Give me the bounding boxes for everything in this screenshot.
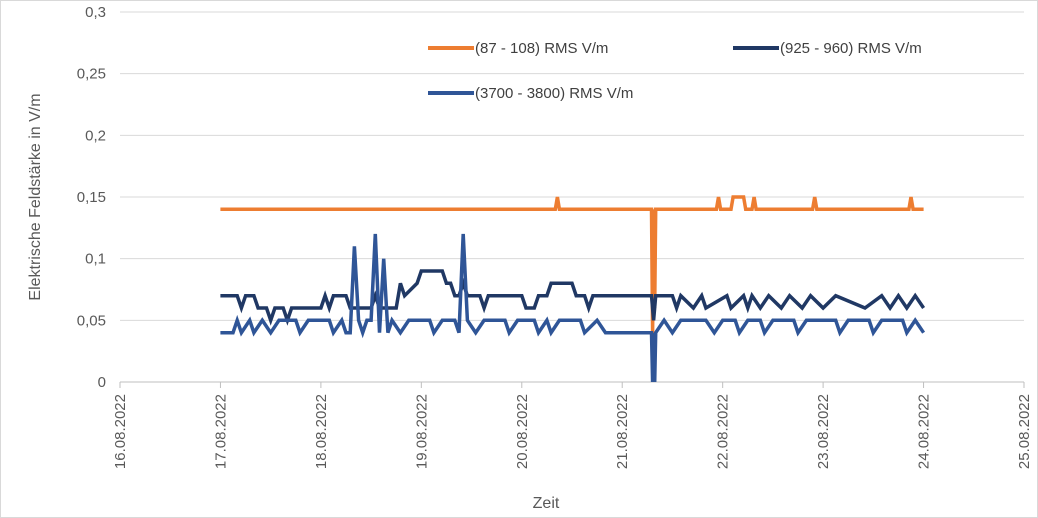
x-tick-label: 17.08.2022 (212, 394, 229, 469)
x-tick-labels: 16.08.2022 17.08.2022 18.08.2022 19.08.2022… (112, 394, 1033, 469)
x-tick-label: 20.08.2022 (514, 394, 531, 469)
x-tick-label: 19.08.2022 (413, 394, 430, 469)
gridlines (120, 11, 1024, 321)
y-tick-label: 0 (98, 374, 106, 391)
x-tick-label: 25.08.2022 (1016, 394, 1033, 469)
x-tick-label: 23.08.2022 (815, 394, 832, 469)
series-line-3 (220, 233, 926, 383)
x-tick-label: 18.08.2022 (313, 394, 330, 469)
y-tick-label: 0,25 (77, 66, 106, 83)
x-tick-label: 16.08.2022 (112, 394, 129, 469)
legend-label-2: (925 - 960) RMS V/m (780, 40, 922, 57)
y-tick-labels: 0 0,05 0,1 0,15 0,2 0,25 0,3 (77, 4, 106, 391)
series-line-1 (220, 195, 924, 333)
x-tick-label: 24.08.2022 (916, 394, 933, 469)
x-axis-title: Zeit (533, 495, 560, 512)
y-axis-title: Elektrische Feldstärke in V/m (27, 93, 44, 300)
series-line-2 (220, 269, 926, 326)
y-tick-label: 0,05 (77, 312, 106, 329)
legend-label-3: (3700 - 3800) RMS V/m (475, 85, 633, 102)
y-tick-label: 0,15 (77, 189, 106, 206)
x-tick-label: 21.08.2022 (614, 394, 631, 469)
legend: (87 - 108) RMS V/m (925 - 960) RMS V/m (37… (428, 40, 922, 102)
legend-label-1: (87 - 108) RMS V/m (475, 40, 608, 57)
axes (119, 381, 1025, 388)
series-lines (220, 195, 926, 383)
y-tick-label: 0,1 (85, 251, 106, 268)
y-tick-label: 0,3 (85, 4, 106, 21)
x-tick-label: 22.08.2022 (715, 394, 732, 469)
y-tick-label: 0,2 (85, 127, 106, 144)
